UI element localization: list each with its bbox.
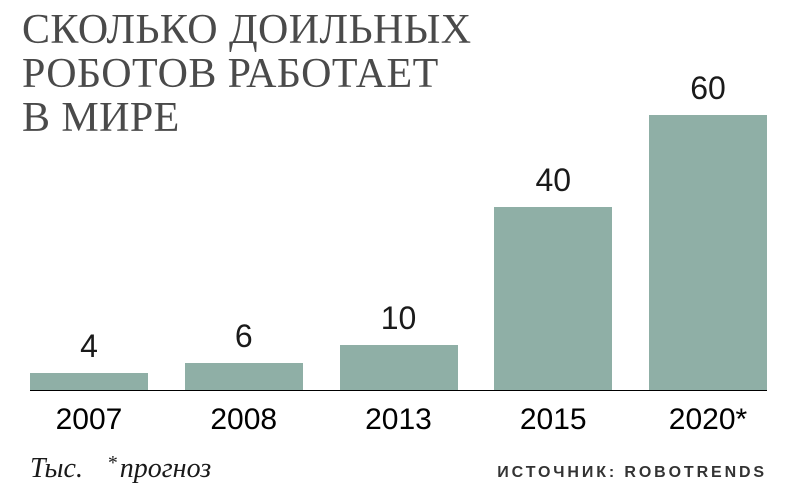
- bar: [340, 345, 458, 391]
- x-label: 2020*: [649, 395, 767, 437]
- x-label: 2013: [340, 395, 458, 437]
- footer-note: Тыс. *прогноз: [30, 453, 211, 485]
- chart-footer: Тыс. *прогноз ИСТОЧНИК: ROBOTRENDS: [30, 453, 767, 485]
- title-line-1: СКОЛЬКО ДОИЛЬНЫХ: [22, 8, 472, 52]
- bar-value: 10: [381, 300, 417, 337]
- bar-value: 40: [535, 162, 571, 199]
- bars-container: 4 6 10 40 60: [30, 107, 767, 391]
- footnote-text: прогноз: [120, 453, 211, 484]
- x-label: 2015: [494, 395, 612, 437]
- source: ИСТОЧНИК: ROBOTRENDS: [497, 464, 767, 482]
- bar-slot: 60: [649, 70, 767, 391]
- bar-slot: 10: [340, 300, 458, 391]
- footnote-marker: *: [108, 453, 118, 474]
- unit-label: Тыс.: [30, 453, 83, 484]
- x-label: 2008: [185, 395, 303, 437]
- bar: [30, 373, 148, 391]
- x-label: 2007: [30, 395, 148, 437]
- x-axis-labels: 2007 2008 2013 2015 2020*: [30, 395, 767, 437]
- bar: [649, 115, 767, 391]
- bar-value: 4: [80, 328, 98, 365]
- bar-slot: 40: [494, 162, 612, 391]
- bar-chart: 4 6 10 40 60 2007 2008 2013 2015 2020*: [30, 107, 767, 437]
- title-line-2: РОБОТОВ РАБОТАЕТ: [22, 52, 472, 96]
- bar: [185, 363, 303, 391]
- bar-value: 6: [235, 318, 253, 355]
- source-label: ИСТОЧНИК:: [497, 464, 617, 481]
- source-value: ROBOTRENDS: [624, 464, 767, 481]
- bar: [494, 207, 612, 391]
- bar-slot: 4: [30, 328, 148, 391]
- bar-value: 60: [690, 70, 726, 107]
- bar-slot: 6: [185, 318, 303, 391]
